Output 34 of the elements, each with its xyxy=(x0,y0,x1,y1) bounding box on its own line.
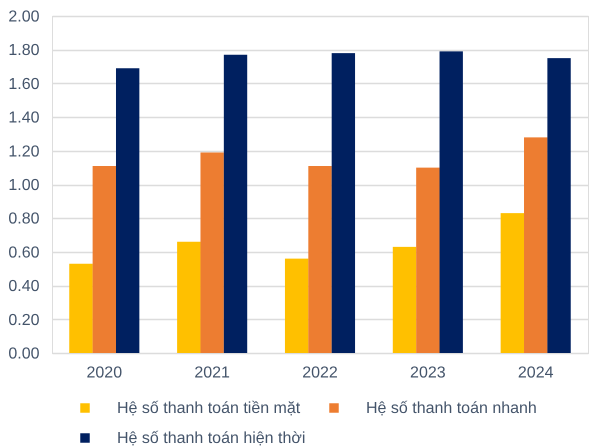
y-tick-label: 0.80 xyxy=(8,210,40,228)
bar xyxy=(440,51,463,353)
bar xyxy=(69,264,93,353)
y-tick-label: 1.00 xyxy=(8,177,40,194)
y-tick-label: 1.80 xyxy=(8,42,40,60)
bar xyxy=(332,53,356,353)
y-tick-label: 0.60 xyxy=(8,244,40,262)
y-tick-label: 2.00 xyxy=(8,8,40,26)
bar xyxy=(224,54,248,353)
y-tick-label: 0.20 xyxy=(8,312,40,329)
bar xyxy=(416,168,440,353)
legend-label: Hệ số thanh toán hiện thời xyxy=(117,430,306,446)
legend-label: Hệ số thanh toán nhanh xyxy=(366,400,537,417)
bar xyxy=(177,242,200,353)
x-tick-label: 2023 xyxy=(410,364,446,382)
bar xyxy=(547,58,571,353)
x-tick-label: 2022 xyxy=(302,364,338,382)
y-tick-label: 1.20 xyxy=(8,143,40,160)
x-tick-label: 2021 xyxy=(194,364,230,382)
x-tick-label: 2024 xyxy=(518,364,554,382)
y-tick-label: 0.00 xyxy=(8,346,40,362)
x-tick-label: 2020 xyxy=(86,364,122,382)
bar xyxy=(92,166,116,353)
y-tick-label: 1.60 xyxy=(8,76,40,93)
bar xyxy=(116,68,140,353)
bar xyxy=(200,152,224,353)
bar xyxy=(308,166,332,353)
bar xyxy=(524,137,548,353)
bar xyxy=(284,258,308,353)
legend-label: Hệ số thanh toán tiền mặt xyxy=(117,400,301,417)
y-tick-label: 1.40 xyxy=(8,110,40,127)
bar xyxy=(392,246,416,353)
bar xyxy=(500,213,524,353)
y-tick-label: 0.40 xyxy=(8,278,40,296)
